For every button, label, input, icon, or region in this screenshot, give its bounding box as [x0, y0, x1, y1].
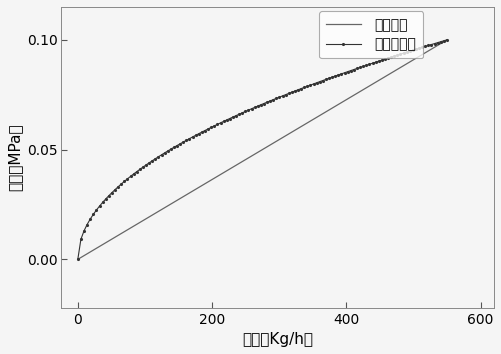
Legend: 线性关系, 凸函数关系: 线性关系, 凸函数关系 [319, 11, 422, 58]
凸函数关系 [75, 257, 81, 262]
Y-axis label: 压差（MPa）: 压差（MPa） [7, 124, 22, 191]
Line: 凸函数关系: 凸函数关系 [76, 38, 448, 261]
凸函数关系 [329, 75, 335, 79]
X-axis label: 流量（Kg/h）: 流量（Kg/h） [241, 332, 312, 347]
凸函数关系 [152, 156, 158, 161]
凸函数关系 [174, 143, 180, 148]
凸函数关系 [279, 94, 285, 98]
凸函数关系 [443, 38, 449, 42]
凸函数关系 [366, 62, 372, 67]
凸函数关系 [431, 41, 437, 46]
